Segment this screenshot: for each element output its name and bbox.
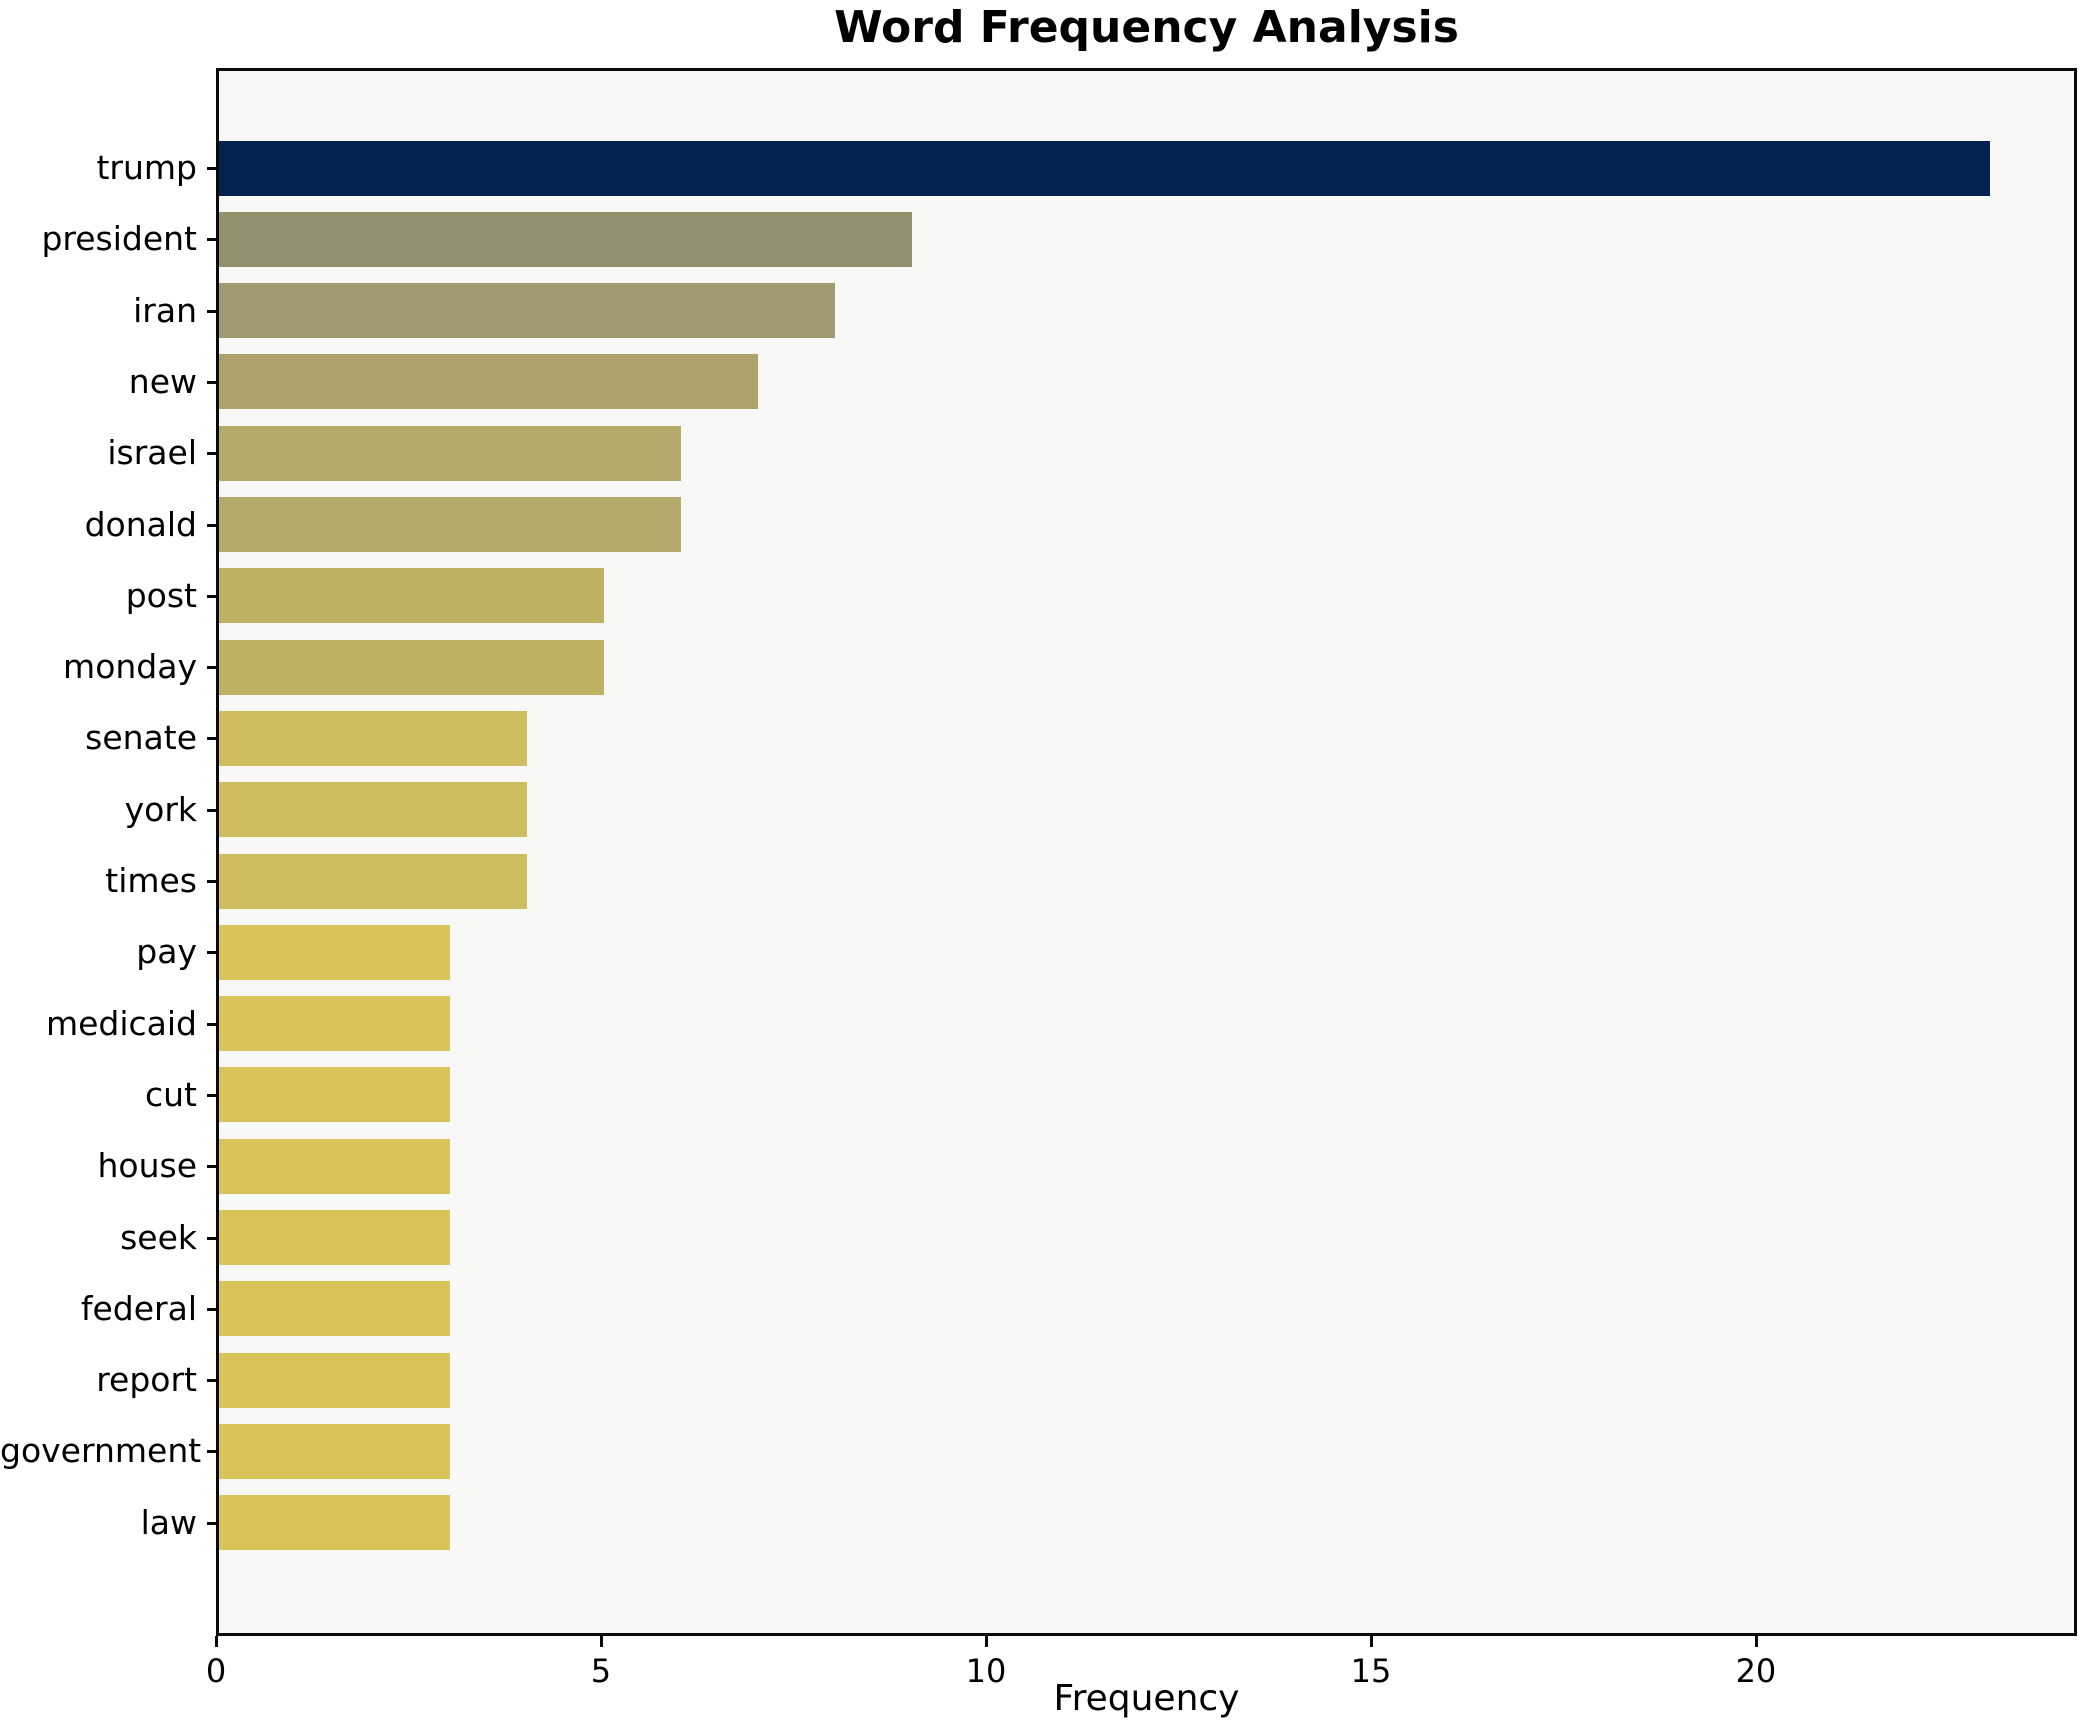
y-tick (207, 1236, 216, 1240)
bar-post (219, 568, 604, 624)
y-axis-label-monday: monday (63, 647, 197, 687)
y-tick (207, 309, 216, 313)
y-axis-label-president: president (41, 219, 197, 259)
y-tick (207, 808, 216, 812)
bar-israel (219, 425, 681, 481)
y-tick (207, 1521, 216, 1525)
y-tick (207, 452, 216, 456)
y-tick (207, 523, 216, 527)
y-axis-label-government: government (0, 1431, 202, 1471)
y-tick (207, 167, 216, 170)
y-axis-label-donald: donald (84, 504, 197, 544)
bar-government (219, 1423, 450, 1479)
x-tick-label: 5 (590, 1652, 612, 1690)
x-tick-label: 10 (965, 1652, 1007, 1690)
y-tick (207, 1450, 216, 1454)
y-axis-label-medicaid: medicaid (45, 1003, 197, 1043)
x-tick-label: 20 (1735, 1652, 1777, 1690)
y-tick (207, 380, 216, 384)
bar-cut (219, 1067, 450, 1123)
chart-title: Word Frequency Analysis (834, 2, 1459, 53)
y-axis-label-seek: seek (120, 1217, 197, 1257)
y-axis-label-pay: pay (136, 932, 197, 972)
bar-iran (219, 283, 835, 339)
y-axis-label-cut: cut (145, 1074, 197, 1114)
x-tick (599, 1636, 603, 1647)
y-tick (207, 737, 216, 741)
y-axis-label-report: report (96, 1360, 197, 1400)
x-tick (215, 1636, 218, 1647)
bar-pay (219, 924, 450, 980)
y-axis-label-house: house (97, 1146, 197, 1186)
bar-trump (219, 140, 1990, 196)
bar-president (219, 211, 912, 267)
plot-area (216, 68, 2077, 1636)
y-axis-label-times: times (105, 861, 197, 900)
y-tick (207, 594, 216, 598)
y-axis-label-israel: israel (107, 433, 197, 473)
y-tick (207, 666, 216, 670)
x-tick (1369, 1636, 1373, 1647)
bar-federal (219, 1281, 450, 1337)
y-tick (207, 951, 216, 955)
y-axis-label-post: post (125, 575, 197, 615)
y-axis-label-trump: trump (96, 148, 197, 187)
y-tick (207, 1307, 216, 1311)
y-tick (207, 1165, 216, 1169)
y-tick (207, 1379, 216, 1383)
y-axis-label-federal: federal (80, 1288, 197, 1328)
y-axis-label-new: new (128, 361, 197, 401)
x-axis-label: Frequency (1053, 1678, 1240, 1719)
bar-house (219, 1138, 450, 1194)
y-axis-label-york: york (124, 789, 197, 829)
y-axis-label-law: law (140, 1502, 197, 1542)
bar-medicaid (219, 996, 450, 1052)
y-tick (207, 238, 216, 242)
bar-donald (219, 497, 681, 552)
x-tick (1754, 1636, 1758, 1647)
bar-seek (219, 1210, 450, 1265)
bar-times (219, 853, 527, 909)
bar-law (219, 1495, 450, 1551)
y-tick (207, 880, 216, 883)
x-tick-label: 15 (1350, 1652, 1392, 1690)
bar-new (219, 354, 758, 410)
y-tick (207, 1093, 216, 1097)
bar-senate (219, 710, 527, 766)
y-axis-label-iran: iran (133, 290, 197, 330)
x-tick-label: 0 (205, 1652, 227, 1690)
bar-monday (219, 639, 604, 695)
bar-york (219, 782, 527, 838)
y-axis-label-senate: senate (85, 718, 197, 758)
x-tick (984, 1636, 988, 1647)
y-tick (207, 1022, 216, 1026)
bar-report (219, 1352, 450, 1408)
